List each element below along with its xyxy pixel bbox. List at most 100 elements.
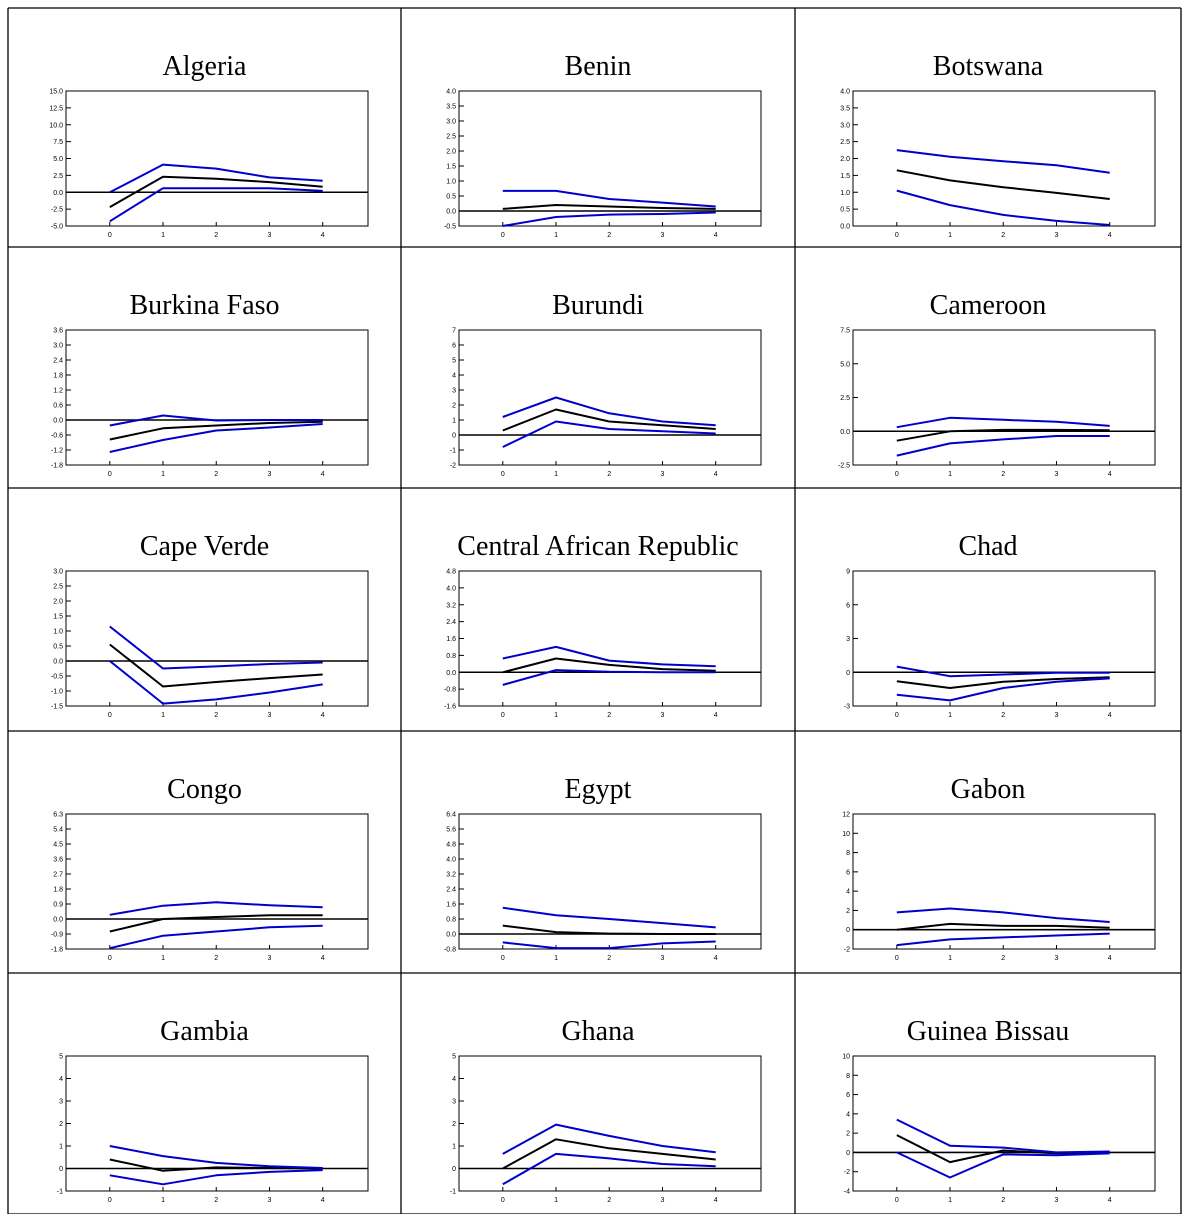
- y-tick-label: 2.5: [840, 395, 850, 402]
- x-tick-label: 0: [501, 712, 505, 719]
- chart-title: Burkina Faso: [129, 290, 279, 321]
- chart-title: Ghana: [561, 1016, 635, 1047]
- x-tick-label: 1: [161, 232, 165, 239]
- x-tick-label: 0: [895, 1197, 899, 1204]
- x-tick-label: 1: [948, 712, 952, 719]
- y-tick-label: 1.6: [446, 902, 456, 909]
- y-tick-label: 5.4: [53, 827, 63, 834]
- y-tick-label: 1: [452, 418, 456, 425]
- y-tick-label: 2.0: [446, 149, 456, 156]
- y-tick-label: -2.5: [838, 463, 850, 470]
- lower-band-line: [109, 1169, 323, 1186]
- y-tick-label: 3.6: [53, 857, 63, 864]
- y-tick-label: 8: [846, 1073, 850, 1080]
- y-tick-label: 1.2: [53, 388, 63, 395]
- y-tick-label: 0.5: [53, 644, 63, 651]
- plot-area: [852, 1055, 1156, 1192]
- chart-title: Chad: [958, 531, 1017, 562]
- x-tick-label: 0: [895, 232, 899, 239]
- y-tick-label: 2: [846, 1131, 850, 1138]
- response-line: [502, 657, 716, 674]
- y-tick-label: 1.0: [53, 629, 63, 636]
- x-tick-label: 0: [895, 471, 899, 478]
- y-tick-label: 1: [59, 1144, 63, 1151]
- x-tick-label: 2: [214, 471, 218, 478]
- y-tick-label: 0.5: [840, 207, 850, 214]
- y-tick-label: 1.6: [446, 636, 456, 643]
- x-tick-label: 2: [214, 1197, 218, 1204]
- y-tick-label: 4.8: [446, 569, 456, 576]
- x-tick-label: 0: [108, 955, 112, 962]
- x-tick-label: 1: [948, 471, 952, 478]
- x-tick-label: 3: [268, 712, 272, 719]
- y-tick-label: -1: [57, 1189, 63, 1196]
- x-tick-label: 3: [268, 471, 272, 478]
- upper-band-line: [502, 396, 716, 427]
- x-tick-label: 2: [607, 955, 611, 962]
- plot-area: [458, 1055, 762, 1192]
- chart-panel: Botswana 4.0 3.5 3.0 2.5 2.0 1.5 1.0 0.5 0.0 0 1 2 3 4: [840, 51, 1156, 239]
- y-tick-label: 2.4: [446, 619, 456, 626]
- y-tick-label: -0.9: [51, 932, 63, 939]
- lower-band-line: [896, 1151, 1110, 1179]
- upper-band-line: [109, 414, 323, 427]
- y-tick-label: 0.0: [840, 224, 850, 231]
- response-line: [109, 643, 323, 688]
- chart-panel: Algeria 15.0 12.5 10.0 7.5 5.0 2.5 0.0 -2.5 -5.0 0…: [49, 51, 369, 239]
- y-tick-label: 0.8: [446, 917, 456, 924]
- y-tick-label: 2.5: [840, 139, 850, 146]
- y-tick-label: 2: [452, 1121, 456, 1128]
- response-line: [502, 408, 716, 432]
- y-tick-label: 0: [846, 1150, 850, 1157]
- y-tick-label: 6: [846, 1092, 850, 1099]
- x-tick-label: 3: [1055, 955, 1059, 962]
- y-tick-label: 1.8: [53, 373, 63, 380]
- plot-area: [458, 90, 762, 227]
- y-tick-label: 4.0: [446, 585, 456, 592]
- x-tick-label: 4: [714, 955, 718, 962]
- y-tick-label: -0.6: [51, 433, 63, 440]
- chart-panel: Ghana 5 4 3 2 1 0 -1 0 1 2 3 4: [450, 1016, 762, 1204]
- x-tick-label: 1: [948, 232, 952, 239]
- y-tick-label: -1.8: [51, 463, 63, 470]
- x-tick-label: 1: [948, 1197, 952, 1204]
- y-tick-label: 12.5: [49, 105, 63, 112]
- y-tick-label: 10.0: [49, 122, 63, 129]
- y-tick-label: 3.2: [446, 602, 456, 609]
- x-tick-label: 1: [554, 712, 558, 719]
- chart-panel: Congo 6.3 5.4 4.5 3.6 2.7 1.8 0.9 0.0 -0.9 -1.8 0 1 2…: [51, 774, 369, 962]
- x-tick-label: 3: [268, 232, 272, 239]
- x-tick-label: 1: [161, 471, 165, 478]
- y-tick-label: 0.0: [53, 659, 63, 666]
- x-tick-label: 2: [214, 955, 218, 962]
- y-tick-label: 2.5: [446, 134, 456, 141]
- x-tick-label: 2: [607, 232, 611, 239]
- x-tick-label: 3: [268, 955, 272, 962]
- y-tick-label: 0: [452, 433, 456, 440]
- chart-title: Cameroon: [930, 290, 1047, 321]
- y-tick-label: 2.4: [446, 887, 456, 894]
- x-tick-label: 3: [661, 955, 665, 962]
- y-tick-label: 0: [452, 1166, 456, 1173]
- y-tick-label: 0: [846, 927, 850, 934]
- y-tick-label: -2.5: [51, 207, 63, 214]
- response-line: [502, 1138, 716, 1170]
- x-tick-label: 0: [501, 232, 505, 239]
- y-tick-label: 3.0: [446, 119, 456, 126]
- y-tick-label: 3.6: [53, 328, 63, 335]
- y-tick-label: -0.8: [444, 687, 456, 694]
- y-tick-label: 2.0: [840, 156, 850, 163]
- chart-panel: Guinea Bissau 10 8 6 4 2 0 -2 -4 0 1 2 3 4: [842, 1016, 1156, 1204]
- x-tick-label: 4: [714, 471, 718, 478]
- y-tick-label: 5.6: [446, 827, 456, 834]
- x-tick-label: 1: [554, 471, 558, 478]
- y-tick-label: 2.4: [53, 358, 63, 365]
- chart-panel: Egypt 6.4 5.6 4.8 4.0 3.2 2.4 1.6 0.8 0.0 -0.8 0 1 2 3…: [444, 774, 762, 962]
- y-tick-label: 7: [452, 328, 456, 335]
- y-tick-label: 0: [59, 1166, 63, 1173]
- y-tick-label: 1.0: [446, 179, 456, 186]
- plot-area: [852, 329, 1156, 466]
- chart-title: Burundi: [552, 290, 644, 321]
- x-tick-label: 3: [1055, 1197, 1059, 1204]
- table-frame: [7, 7, 1182, 1214]
